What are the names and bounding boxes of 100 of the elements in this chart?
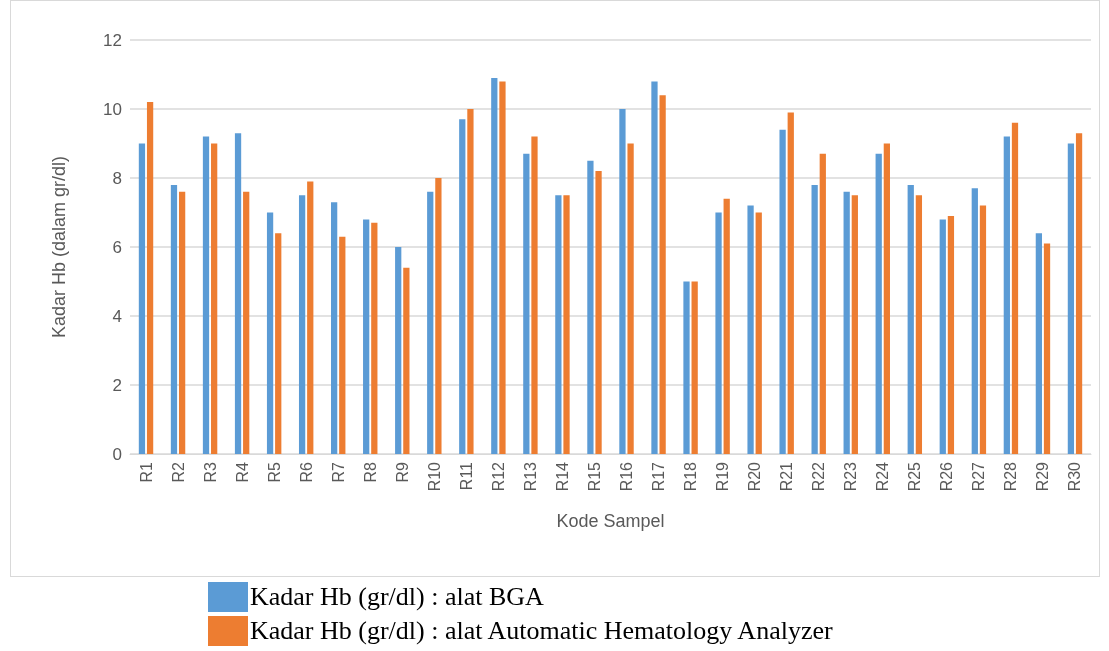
bar <box>459 119 466 454</box>
bar <box>659 95 666 454</box>
x-tick-label: R20 <box>746 461 764 492</box>
x-tick-label: R19 <box>714 461 732 492</box>
bar <box>395 247 402 454</box>
bar <box>146 102 154 454</box>
x-tick-label: R24 <box>874 461 892 492</box>
bar <box>1075 133 1083 454</box>
bar <box>819 153 826 454</box>
x-tick-label: R5 <box>265 461 283 483</box>
bar <box>1067 143 1075 454</box>
bar <box>170 184 178 454</box>
legend-label: Kadar Hb (gr/dl) : alat BGA <box>250 582 544 612</box>
bar <box>971 188 978 454</box>
bar <box>266 212 274 454</box>
bar <box>691 281 698 454</box>
x-tick-label: R6 <box>297 461 315 483</box>
bar <box>563 195 570 454</box>
x-tick-label: R11 <box>457 461 475 491</box>
bar <box>595 171 602 454</box>
x-tick-label: R15 <box>585 461 603 492</box>
legend-label: Kadar Hb (gr/dl) : alat Automatic Hematology Analyzer <box>250 616 833 646</box>
x-tick-label: R30 <box>1066 461 1084 492</box>
y-tick-label: 6 <box>112 237 122 257</box>
bar <box>947 215 955 454</box>
bar <box>755 212 762 454</box>
x-tick-label: R13 <box>521 461 539 492</box>
bar <box>234 133 242 454</box>
y-tick-label: 4 <box>112 306 122 326</box>
bar <box>747 205 754 454</box>
x-tick-label: R29 <box>1034 461 1052 492</box>
x-axis-title: Kode Sampel <box>556 511 665 531</box>
bar <box>811 184 818 454</box>
x-tick-label: R26 <box>938 461 956 492</box>
x-tick-label: R8 <box>361 461 379 483</box>
bar <box>331 202 338 454</box>
bar <box>275 233 282 454</box>
bar <box>178 191 186 454</box>
bar <box>683 281 690 454</box>
bar <box>939 219 946 454</box>
x-tick-label: R7 <box>329 461 347 483</box>
bar <box>491 77 498 454</box>
bar <box>555 195 562 454</box>
x-tick-label: R2 <box>169 461 187 483</box>
bar <box>435 178 442 454</box>
x-tick-label: R9 <box>393 461 411 483</box>
bar <box>723 198 730 454</box>
bar <box>843 191 850 454</box>
bar <box>627 143 634 454</box>
x-tick-label: R18 <box>682 461 700 492</box>
bar <box>298 195 306 454</box>
x-tick-label: R16 <box>618 461 636 492</box>
bar <box>1035 233 1043 454</box>
x-tick-label: R12 <box>489 461 507 492</box>
y-tick-label: 12 <box>103 30 122 50</box>
bar <box>371 222 378 454</box>
bar <box>851 195 858 454</box>
bar <box>651 81 658 454</box>
bar <box>915 195 923 454</box>
bar <box>339 236 346 454</box>
y-axis-title: Kadar Hb (dalam gr/dl) <box>49 155 69 339</box>
x-tick-label: R25 <box>906 461 924 492</box>
x-tick-label: R14 <box>553 461 571 492</box>
y-tick-label: 8 <box>112 168 122 188</box>
bar <box>307 181 314 454</box>
x-tick-label: R3 <box>201 461 219 483</box>
bar <box>787 112 794 454</box>
x-tick-label: R22 <box>810 461 828 492</box>
x-tick-label: R28 <box>1002 461 1020 492</box>
bar <box>467 109 474 454</box>
x-tick-label: R17 <box>650 461 668 492</box>
x-tick-label: R27 <box>970 461 988 492</box>
bar <box>1003 136 1010 454</box>
y-tick-label: 10 <box>103 99 122 119</box>
bar <box>202 136 210 454</box>
x-tick-label: R23 <box>842 461 860 492</box>
x-tick-label: R10 <box>425 461 443 492</box>
bar <box>1011 122 1019 454</box>
bar <box>715 212 722 454</box>
bar <box>363 219 370 454</box>
bar <box>883 143 890 454</box>
bar <box>907 184 914 454</box>
bar <box>875 153 882 454</box>
y-tick-label: 2 <box>112 375 122 395</box>
bar <box>499 81 506 454</box>
bar <box>979 205 987 454</box>
bar <box>211 143 218 454</box>
x-tick-label: R21 <box>778 461 796 492</box>
x-tick-label: R4 <box>233 461 251 483</box>
bar <box>427 191 434 454</box>
bar <box>779 129 786 454</box>
bar <box>138 143 146 454</box>
x-tick-label: R1 <box>137 461 155 483</box>
bar <box>531 136 538 454</box>
bar <box>587 160 594 454</box>
bar <box>523 153 530 454</box>
bar <box>619 109 626 454</box>
bar <box>243 191 250 454</box>
bar <box>403 267 410 454</box>
y-tick-label: 0 <box>112 444 122 464</box>
